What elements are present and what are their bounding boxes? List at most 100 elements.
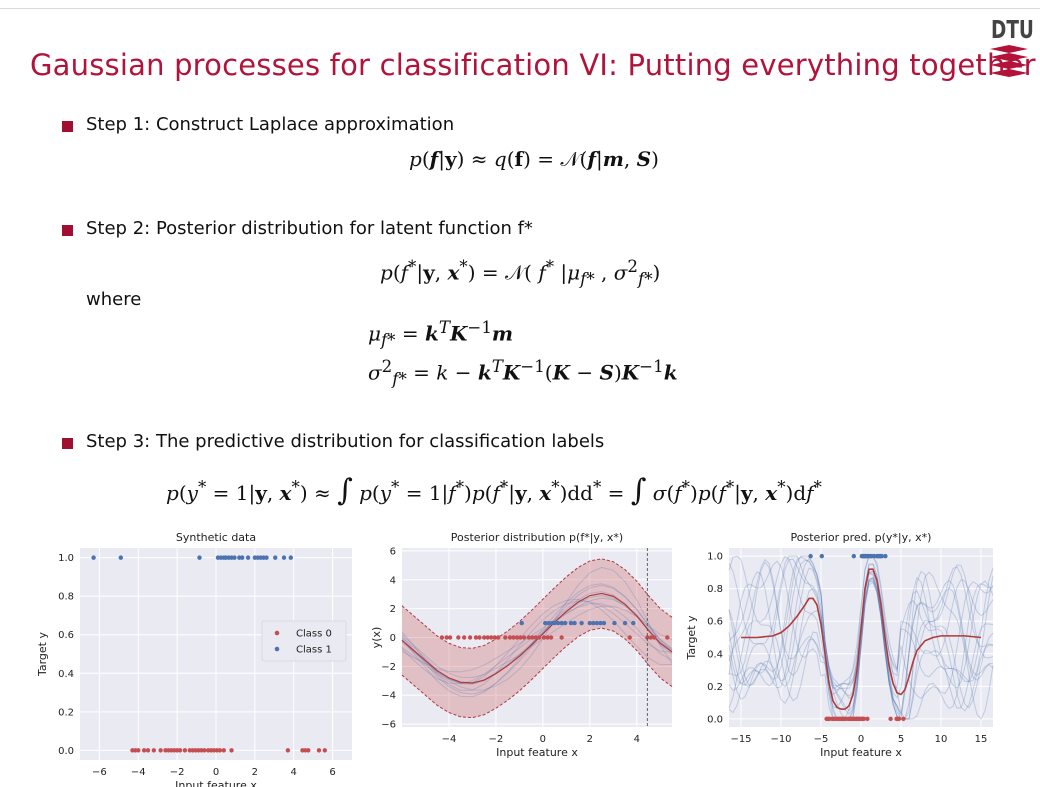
class1-point [601, 620, 607, 626]
posterior-mean-line [401, 592, 673, 684]
class0-point [182, 748, 188, 753]
predictive-mean-line [741, 568, 982, 710]
class1-point [197, 555, 202, 560]
x-tick-label: 4 [634, 734, 640, 745]
dtu-logo-icon [990, 45, 1028, 81]
chart-title: Posterior distribution p(f*|y, x*) [451, 531, 623, 544]
x-tick-label: −6 [92, 767, 107, 778]
y-tick-label: 0.6 [58, 630, 74, 641]
x-tick-label: 10 [935, 734, 948, 745]
x-tick-label: 0 [213, 767, 219, 778]
x-tick-label: 0 [540, 734, 546, 745]
class0-point [306, 748, 311, 753]
class0-point [652, 635, 657, 640]
class0-point [648, 635, 654, 640]
posterior-sample-line [401, 566, 673, 691]
class1-point [91, 555, 96, 560]
class0-point [136, 748, 141, 753]
class0-point [665, 635, 670, 640]
y-tick-label: 0.2 [707, 682, 723, 693]
class0-point [229, 748, 234, 753]
y-tick-label: 0.4 [707, 649, 723, 660]
x-tick-label: 0 [858, 734, 864, 745]
class1-point [883, 553, 888, 559]
class1-point [519, 620, 524, 626]
x-axis-label: Input feature x [820, 746, 902, 759]
band-edge-line [401, 558, 673, 649]
y-tick-label: 0.2 [58, 707, 74, 718]
class0-point [888, 716, 893, 722]
y-axis-label: Target y [36, 631, 49, 677]
class0-point [447, 635, 453, 640]
class0-point [485, 635, 490, 640]
class0-point [541, 635, 547, 640]
step3-text: Step 3: The predictive distribution for … [86, 431, 605, 452]
class1-point [579, 620, 584, 626]
class0-point [221, 748, 226, 753]
class0-point [151, 748, 157, 753]
chart-title: Posterior pred. p(y*|y, x*) [791, 531, 932, 544]
x-tick-label: 6 [329, 767, 335, 778]
x-tick-label: −4 [131, 767, 146, 778]
x-tick-label: −15 [730, 734, 751, 745]
class1-point [562, 620, 568, 626]
y-tick-label: 2 [390, 604, 396, 615]
chart-posterior-distribution: −4 −2 0 2 4 −6 −4 −2 0 2 4 6 Posterior distribution … [350, 520, 690, 784]
class1-point [552, 620, 557, 626]
class1-point [240, 555, 245, 560]
x-axis-label: Input feature x [496, 746, 578, 759]
class1-point [572, 620, 577, 626]
class0-point [444, 635, 449, 640]
posterior-sample-line [401, 603, 673, 673]
class0-point [145, 748, 151, 753]
class1-point [819, 553, 824, 559]
class0-point [492, 635, 497, 640]
equation-laplace: p(f|y) ≈ q(f) = 𝒩(f|m, S) [409, 147, 659, 171]
class0-point [861, 716, 866, 722]
class0-point [322, 748, 327, 753]
x-tick-label: 4 [291, 767, 297, 778]
top-rule [0, 8, 1040, 9]
slide-title: Gaussian processes for classification VI… [30, 48, 1036, 82]
equation-sigma: σ2f* = k − kTK−1(K − S)K−1k [368, 357, 678, 389]
step2-text: Step 2: Posterior distribution for laten… [86, 218, 533, 239]
class0-point [477, 635, 482, 640]
x-tick-label: −10 [770, 734, 791, 745]
class1-point [546, 620, 551, 626]
class1-point [118, 555, 124, 560]
legend-label-class0: Class 0 [296, 629, 332, 640]
class0-point [526, 635, 531, 640]
class1-point [591, 620, 596, 626]
class1-point [594, 620, 600, 626]
class0-point [901, 716, 906, 722]
legend-marker-class0 [274, 630, 280, 636]
class1-point [559, 620, 564, 626]
y-tick-label: 0.0 [58, 746, 74, 757]
class1-point [631, 620, 636, 626]
class0-point [285, 748, 291, 753]
class0-point [473, 635, 479, 640]
class0-point [177, 748, 183, 753]
y-tick-label: 0.8 [707, 584, 723, 595]
class1-point [622, 620, 628, 626]
class0-point [141, 748, 147, 753]
class1-point [851, 553, 856, 559]
x-tick-label: 2 [587, 734, 593, 745]
class0-point [645, 635, 650, 640]
legend-label-class1: Class 1 [296, 645, 332, 656]
class1-point [245, 555, 251, 560]
x-tick-label: −2 [489, 734, 504, 745]
class0-point [439, 635, 445, 640]
class0-point [865, 716, 870, 722]
class1-point [273, 555, 278, 560]
equation-mu: μf* = kTK−1m [368, 318, 514, 350]
y-tick-label: −4 [381, 691, 396, 702]
class0-point [511, 635, 516, 640]
legend-marker-class1 [274, 646, 280, 652]
predictive-sample-line [728, 555, 994, 720]
y-axis-label: y(x) [370, 627, 383, 649]
equation-predictive: p(y* = 1|y, x*) ≈ ∫ p(y* = 1|f*)p(f*|y, … [166, 473, 822, 508]
x-tick-label: 5 [898, 734, 904, 745]
class1-point [879, 553, 884, 559]
class0-point [545, 635, 550, 640]
